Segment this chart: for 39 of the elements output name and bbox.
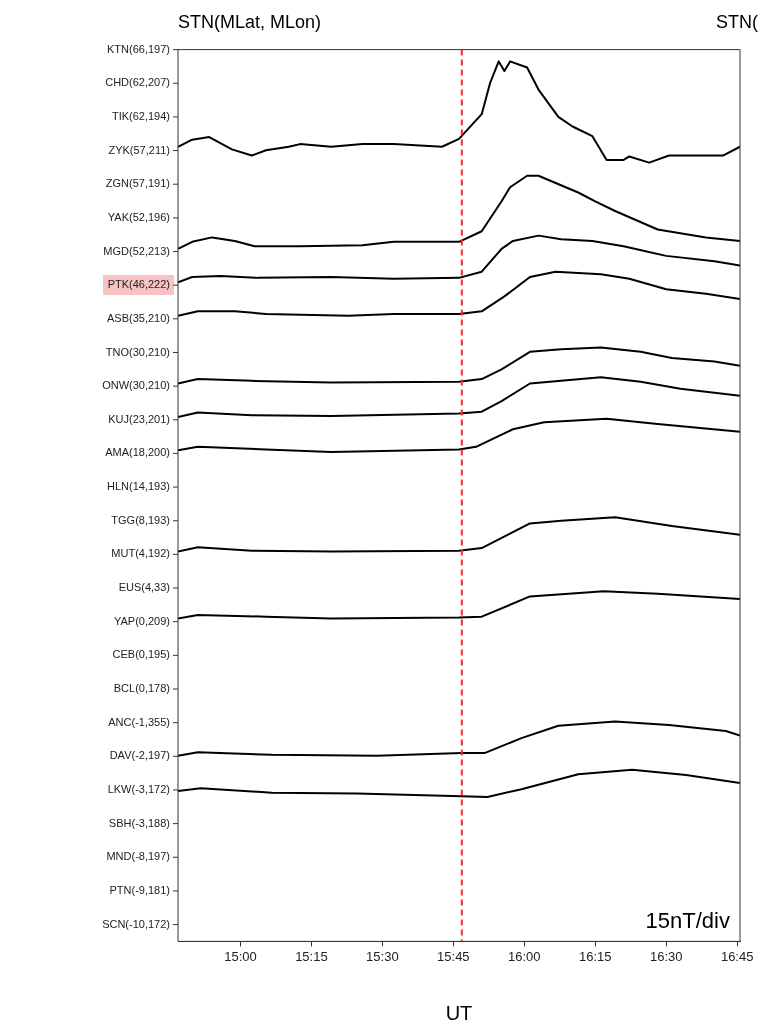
annotation: 15nT/div bbox=[645, 908, 730, 934]
x-tick-label: 16:45 bbox=[720, 948, 754, 964]
text: STN( bbox=[716, 11, 758, 32]
category-label: MND(-8,197) bbox=[106, 850, 170, 863]
category-label: MGD(52,213) bbox=[103, 244, 170, 257]
category-label: EUS(4,33) bbox=[118, 581, 170, 594]
x-tick-label: 16:30 bbox=[649, 948, 683, 964]
category-label: MUT(4,192) bbox=[111, 547, 170, 560]
category-label: AMA(18,200) bbox=[105, 446, 170, 459]
category-label: YAK(52,196) bbox=[107, 210, 170, 223]
category-label: ONW(30,210) bbox=[102, 379, 170, 392]
chart-title: STN(MLat, MLon) bbox=[178, 11, 322, 32]
category-label: KTN(66,197) bbox=[107, 42, 170, 55]
category-label: ASB(35,210) bbox=[107, 311, 170, 324]
x-axis-title: UT bbox=[445, 1001, 473, 1024]
category-label: CHD(62,207) bbox=[105, 76, 170, 89]
category-label: KUJ(23,201) bbox=[108, 412, 170, 425]
category-label: ZGN(57,191) bbox=[105, 177, 170, 190]
x-tick-label: 15:45 bbox=[437, 948, 470, 964]
x-tick-label: 15:15 bbox=[295, 948, 328, 964]
category-label: PTN(-9,181) bbox=[109, 883, 170, 896]
category-label: TGG(8,193) bbox=[111, 513, 170, 526]
category-label: SBH(-3,188) bbox=[108, 816, 170, 829]
category-label: TIK(62,194) bbox=[111, 109, 170, 122]
category-label: CEB(0,195) bbox=[112, 648, 170, 661]
category-label: TNO(30,210) bbox=[105, 345, 170, 358]
category-label: HLN(14,193) bbox=[107, 480, 170, 493]
x-tick-label: 15:30 bbox=[366, 948, 399, 964]
x-tick-label: 16:00 bbox=[508, 948, 541, 964]
category-label: PTK(46,222) bbox=[107, 278, 170, 291]
x-tick-label: 16:15 bbox=[578, 948, 612, 964]
category-label: SCN(-10,172) bbox=[102, 917, 170, 930]
category-label: ZYK(57,211) bbox=[108, 143, 170, 156]
category-label: ANC(-1,355) bbox=[108, 715, 170, 728]
category-label: YAP(0,209) bbox=[113, 614, 170, 627]
category-label: BCL(0,178) bbox=[113, 682, 170, 695]
x-tick-label: 15:00 bbox=[224, 948, 257, 964]
category-label: LKW(-3,172) bbox=[107, 782, 170, 795]
category-label: DAV(-2,197) bbox=[109, 749, 170, 762]
